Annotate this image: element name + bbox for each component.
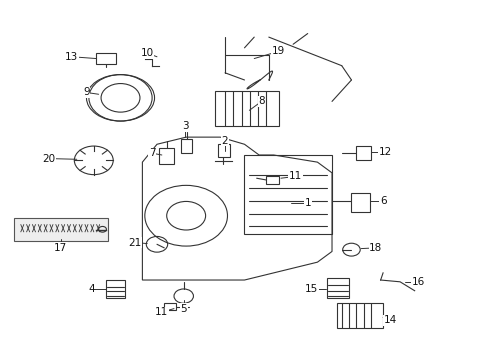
Text: 11: 11 — [288, 171, 302, 181]
Bar — [351, 193, 369, 212]
Bar — [266, 176, 278, 184]
Bar — [164, 303, 176, 310]
Text: 3: 3 — [182, 121, 188, 131]
Text: 7: 7 — [148, 148, 155, 158]
Bar — [356, 146, 370, 160]
Text: 2: 2 — [221, 136, 228, 146]
Bar — [215, 91, 278, 126]
Text: 17: 17 — [54, 243, 67, 253]
Text: 1: 1 — [304, 198, 310, 208]
Text: 11: 11 — [155, 307, 168, 317]
Bar — [159, 148, 174, 164]
Bar — [14, 217, 108, 241]
Bar — [96, 53, 116, 64]
Text: 5: 5 — [180, 303, 186, 314]
Text: 6: 6 — [379, 197, 386, 206]
Text: 15: 15 — [305, 284, 318, 294]
Text: 14: 14 — [383, 315, 396, 325]
Bar — [244, 155, 331, 234]
Text: 8: 8 — [258, 96, 264, 107]
Text: 12: 12 — [378, 147, 391, 157]
Bar — [181, 139, 192, 153]
Text: 13: 13 — [65, 52, 79, 62]
Text: 19: 19 — [271, 46, 285, 57]
Text: 10: 10 — [141, 48, 154, 58]
Text: 21: 21 — [128, 238, 142, 248]
Bar — [326, 278, 348, 298]
Bar — [336, 303, 382, 328]
Bar — [217, 144, 229, 157]
Text: 20: 20 — [42, 154, 56, 163]
Bar — [106, 280, 125, 298]
Text: 4: 4 — [88, 284, 95, 294]
Text: 16: 16 — [411, 277, 425, 287]
Text: 18: 18 — [368, 243, 382, 253]
Text: 9: 9 — [83, 87, 90, 98]
